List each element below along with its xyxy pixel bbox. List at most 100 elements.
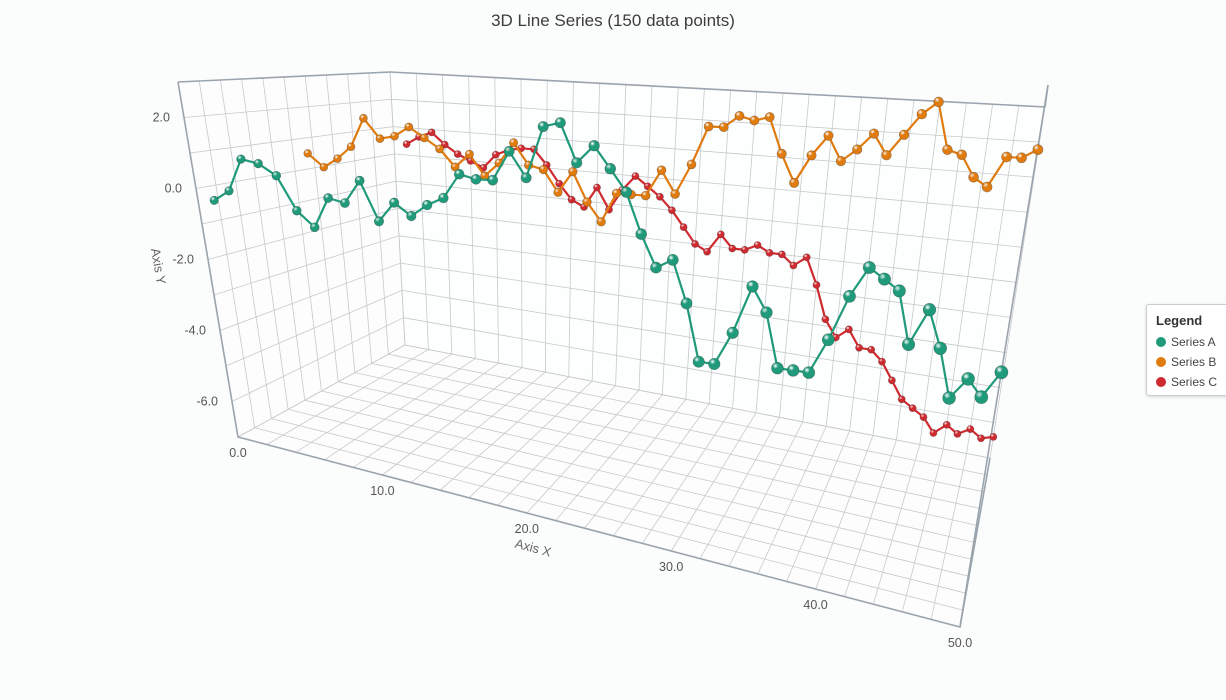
data-point-series-a[interactable] (877, 272, 891, 286)
data-point-series-b[interactable] (375, 134, 385, 144)
data-point-series-b[interactable] (968, 172, 979, 183)
data-point-series-c[interactable] (878, 357, 886, 366)
data-point-series-b[interactable] (464, 149, 474, 159)
data-point-series-b[interactable] (898, 129, 910, 140)
data-point-series-c[interactable] (555, 179, 564, 188)
data-point-series-c[interactable] (765, 248, 774, 257)
data-point-series-a[interactable] (389, 197, 400, 208)
data-point-series-c[interactable] (855, 343, 863, 352)
data-point-series-c[interactable] (716, 230, 725, 239)
data-point-series-a[interactable] (961, 372, 975, 386)
data-point-series-b[interactable] (640, 190, 651, 201)
data-point-series-a[interactable] (604, 163, 616, 175)
data-point-series-a[interactable] (354, 175, 365, 186)
data-point-series-a[interactable] (692, 355, 705, 368)
data-point-series-b[interactable] (806, 150, 817, 161)
data-point-series-a[interactable] (323, 193, 333, 203)
legend-item-series-a[interactable]: Series A (1156, 332, 1226, 352)
data-point-series-c[interactable] (789, 261, 798, 270)
data-point-series-b[interactable] (346, 142, 356, 151)
data-point-series-b[interactable] (450, 162, 460, 172)
data-point-series-c[interactable] (867, 345, 876, 354)
data-point-series-b[interactable] (789, 177, 800, 188)
data-point-series-c[interactable] (703, 247, 711, 256)
data-point-series-c[interactable] (966, 425, 975, 433)
data-point-series-c[interactable] (491, 150, 500, 159)
data-point-series-a[interactable] (520, 172, 532, 184)
data-point-series-c[interactable] (691, 240, 699, 248)
data-point-series-a[interactable] (974, 390, 989, 404)
data-point-series-b[interactable] (734, 110, 745, 121)
data-point-series-c[interactable] (740, 245, 749, 254)
data-point-series-b[interactable] (390, 131, 399, 141)
data-point-series-b[interactable] (553, 187, 563, 197)
data-point-series-a[interactable] (843, 289, 856, 303)
data-point-series-a[interactable] (373, 216, 385, 227)
legend-item-series-c[interactable]: Series C (1156, 372, 1226, 392)
data-point-series-a[interactable] (236, 154, 246, 164)
data-point-series-b[interactable] (776, 148, 787, 159)
data-point-series-a[interactable] (666, 254, 679, 266)
data-point-series-c[interactable] (897, 395, 906, 404)
data-point-series-a[interactable] (537, 121, 549, 133)
data-point-series-b[interactable] (656, 165, 667, 175)
data-point-series-b[interactable] (1032, 144, 1044, 155)
data-point-series-a[interactable] (588, 140, 600, 152)
data-point-series-b[interactable] (868, 128, 880, 139)
data-point-series-c[interactable] (888, 376, 896, 385)
data-point-series-b[interactable] (568, 167, 578, 177)
data-point-series-a[interactable] (438, 192, 449, 204)
data-point-series-b[interactable] (703, 121, 714, 132)
data-point-series-c[interactable] (821, 315, 830, 324)
data-point-series-a[interactable] (708, 357, 721, 371)
data-point-series-a[interactable] (309, 222, 320, 233)
data-point-series-c[interactable] (929, 429, 938, 437)
data-point-series-a[interactable] (650, 261, 662, 274)
data-point-series-a[interactable] (253, 158, 263, 169)
data-point-series-b[interactable] (686, 159, 697, 170)
data-point-series-c[interactable] (656, 192, 664, 201)
data-point-series-c[interactable] (953, 429, 962, 438)
data-point-series-b[interactable] (303, 149, 312, 158)
data-point-series-c[interactable] (802, 253, 811, 262)
data-point-series-b[interactable] (404, 122, 414, 132)
data-point-series-b[interactable] (718, 122, 729, 132)
data-point-series-a[interactable] (821, 333, 835, 347)
data-point-series-b[interactable] (1016, 152, 1027, 164)
data-point-series-b[interactable] (881, 150, 892, 161)
data-point-series-b[interactable] (359, 113, 368, 123)
data-point-series-c[interactable] (427, 128, 436, 137)
data-point-series-b[interactable] (319, 162, 329, 172)
data-point-series-a[interactable] (271, 170, 282, 181)
data-point-series-c[interactable] (453, 150, 462, 158)
data-point-series-b[interactable] (1001, 151, 1012, 163)
legend-item-series-b[interactable]: Series B (1156, 352, 1226, 372)
data-point-series-c[interactable] (567, 195, 576, 204)
data-point-series-b[interactable] (509, 138, 519, 148)
data-point-series-b[interactable] (852, 144, 863, 155)
data-point-series-c[interactable] (778, 250, 786, 259)
data-point-series-c[interactable] (728, 244, 737, 253)
data-point-series-a[interactable] (746, 280, 759, 293)
data-point-series-a[interactable] (503, 145, 515, 157)
data-point-series-a[interactable] (862, 261, 876, 274)
data-point-series-c[interactable] (942, 420, 951, 429)
data-point-series-b[interactable] (823, 130, 834, 141)
data-point-series-c[interactable] (593, 183, 601, 192)
data-point-series-b[interactable] (764, 112, 775, 123)
data-point-series-a[interactable] (422, 199, 433, 211)
data-point-series-a[interactable] (620, 186, 633, 198)
data-point-series-b[interactable] (582, 197, 592, 207)
data-point-series-c[interactable] (402, 140, 411, 148)
data-point-series-a[interactable] (635, 228, 648, 240)
data-point-series-a[interactable] (487, 174, 499, 186)
data-point-series-a[interactable] (571, 157, 583, 169)
data-point-series-b[interactable] (596, 217, 606, 227)
data-point-series-a[interactable] (209, 195, 219, 205)
data-point-series-a[interactable] (554, 117, 566, 129)
data-point-series-a[interactable] (726, 326, 739, 339)
data-point-series-b[interactable] (435, 144, 445, 154)
data-point-series-b[interactable] (749, 115, 760, 126)
data-point-series-c[interactable] (977, 434, 985, 443)
data-point-series-c[interactable] (753, 241, 762, 249)
